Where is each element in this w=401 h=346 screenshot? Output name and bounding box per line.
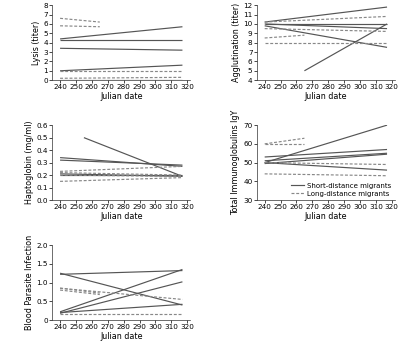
Y-axis label: Lysis (titer): Lysis (titer)	[32, 20, 41, 65]
Y-axis label: Blood Parasite Infection: Blood Parasite Infection	[25, 235, 34, 330]
X-axis label: Julian date: Julian date	[305, 212, 347, 221]
Y-axis label: Total Immunoglobulins IgY: Total Immunoglobulins IgY	[231, 110, 241, 215]
X-axis label: Julian date: Julian date	[100, 212, 142, 221]
X-axis label: Julian date: Julian date	[100, 92, 142, 101]
Y-axis label: Agglutination (titer): Agglutination (titer)	[231, 3, 241, 82]
X-axis label: Julian date: Julian date	[305, 92, 347, 101]
Y-axis label: Haptoglobin (mg/ml): Haptoglobin (mg/ml)	[25, 121, 34, 204]
X-axis label: Julian date: Julian date	[100, 331, 142, 340]
Legend: Short-distance migrants, Long-distance migrants: Short-distance migrants, Long-distance m…	[291, 183, 391, 197]
